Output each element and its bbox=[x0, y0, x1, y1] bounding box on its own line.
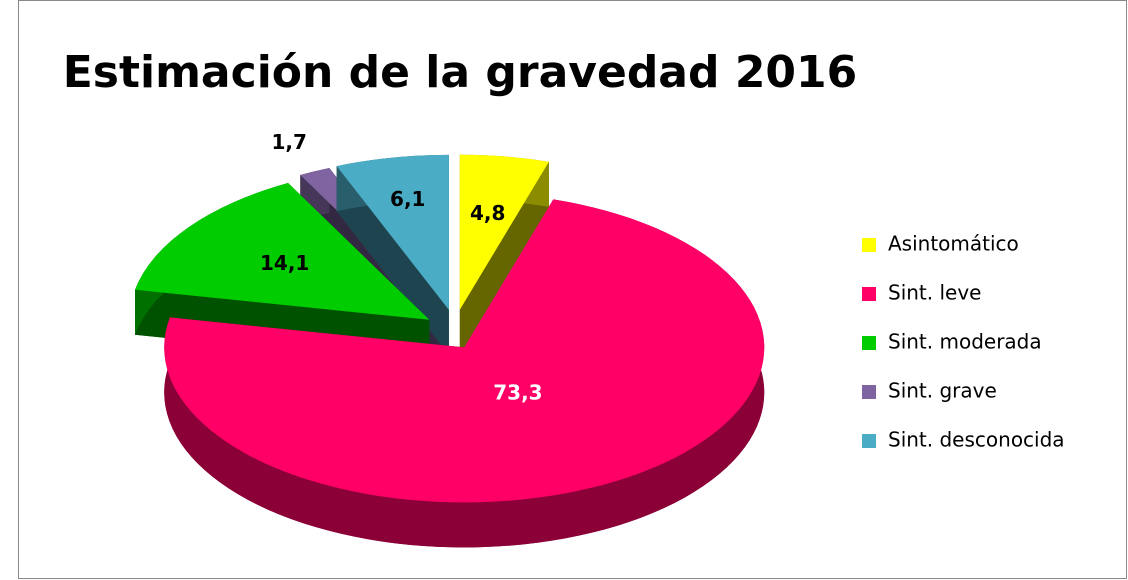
chart-title: Estimación de la gravedad 2016 bbox=[63, 47, 858, 98]
legend-label: Sint. leve bbox=[888, 281, 982, 305]
legend-label: Sint. desconocida bbox=[888, 428, 1065, 452]
slice-edge bbox=[459, 161, 549, 355]
legend-swatch bbox=[862, 385, 876, 399]
legend-label: Sint. moderada bbox=[888, 330, 1042, 354]
slice-edge bbox=[336, 166, 449, 355]
slice bbox=[164, 199, 765, 503]
slice-group bbox=[164, 199, 765, 548]
data-label: 73,3 bbox=[493, 380, 542, 404]
legend-swatch bbox=[862, 287, 876, 301]
legend-swatch bbox=[862, 238, 876, 252]
data-label: 14,1 bbox=[260, 251, 309, 275]
legend-swatch bbox=[862, 336, 876, 350]
data-label: 4,8 bbox=[470, 201, 505, 225]
slice bbox=[336, 154, 449, 310]
data-label: 1,7 bbox=[271, 130, 306, 154]
data-label: 6,1 bbox=[390, 187, 425, 211]
legend-label: Sint. grave bbox=[888, 379, 997, 403]
slice bbox=[135, 183, 430, 320]
legend-label: Asintomático bbox=[888, 232, 1019, 256]
legend-swatch bbox=[862, 434, 876, 448]
slice bbox=[459, 154, 549, 310]
slice-group bbox=[459, 154, 549, 355]
